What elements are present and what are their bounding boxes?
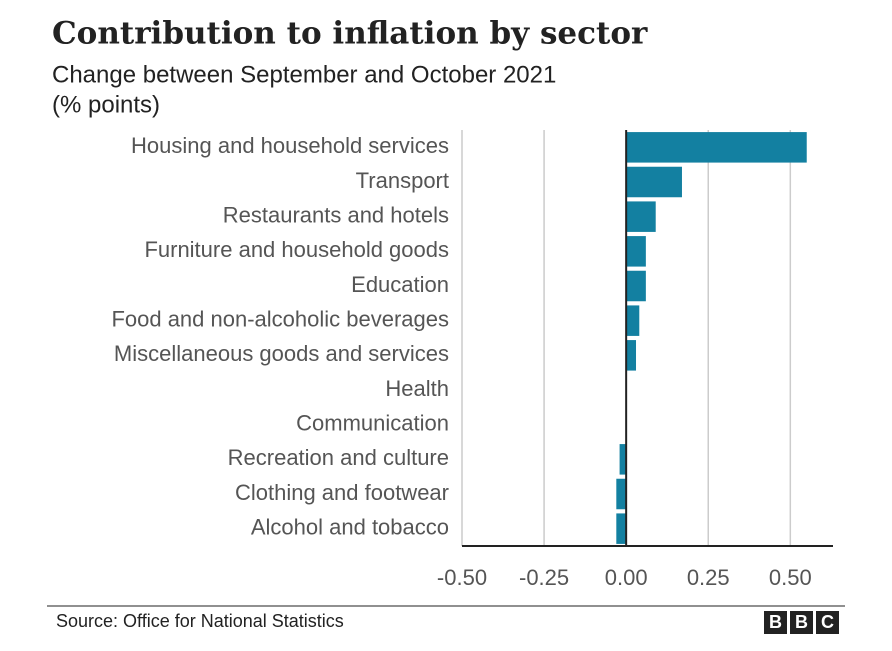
logo-box xyxy=(790,611,813,634)
logo-box xyxy=(816,611,839,634)
y-tick-label: Restaurants and hotels xyxy=(223,202,449,227)
bar xyxy=(626,132,807,163)
y-tick-label: Clothing and footwear xyxy=(235,480,449,505)
y-tick-label: Education xyxy=(351,272,449,297)
bar xyxy=(626,305,640,336)
bar xyxy=(626,340,637,371)
y-tick-label: Health xyxy=(385,376,449,401)
y-tick-label: Alcohol and tobacco xyxy=(251,514,449,539)
bar xyxy=(626,201,656,232)
y-tick-label: Recreation and culture xyxy=(228,445,449,470)
source: Source: Office for National Statistics xyxy=(56,611,344,631)
logo-letter: B xyxy=(769,612,782,632)
bar xyxy=(626,166,682,198)
subtitle: (% points) xyxy=(52,91,160,118)
y-tick-label: Transport xyxy=(356,168,449,193)
bar xyxy=(626,270,646,302)
logo-letter: B xyxy=(795,612,808,632)
y-tick-label: Housing and household services xyxy=(131,133,449,158)
bar xyxy=(626,236,646,267)
y-tick-label: Communication xyxy=(296,410,449,435)
x-tick-label: 0.50 xyxy=(769,565,812,590)
y-tick-label: Furniture and household goods xyxy=(144,237,449,262)
bar xyxy=(616,478,627,510)
y-tick-label: Food and non-alcoholic beverages xyxy=(111,306,449,331)
x-tick-label: 0.25 xyxy=(687,565,730,590)
bar xyxy=(619,444,627,475)
x-tick-label: 0.00 xyxy=(605,565,648,590)
logo-box xyxy=(764,611,787,634)
chart-title: Contribution to inflation by sector xyxy=(52,16,648,52)
subtitle: Change between September and October 202… xyxy=(52,61,556,88)
y-tick-label: Miscellaneous goods and services xyxy=(114,341,449,366)
bar xyxy=(616,513,627,544)
x-tick-label: -0.50 xyxy=(437,565,487,590)
x-tick-label: -0.25 xyxy=(519,565,569,590)
logo-letter: C xyxy=(821,612,834,632)
